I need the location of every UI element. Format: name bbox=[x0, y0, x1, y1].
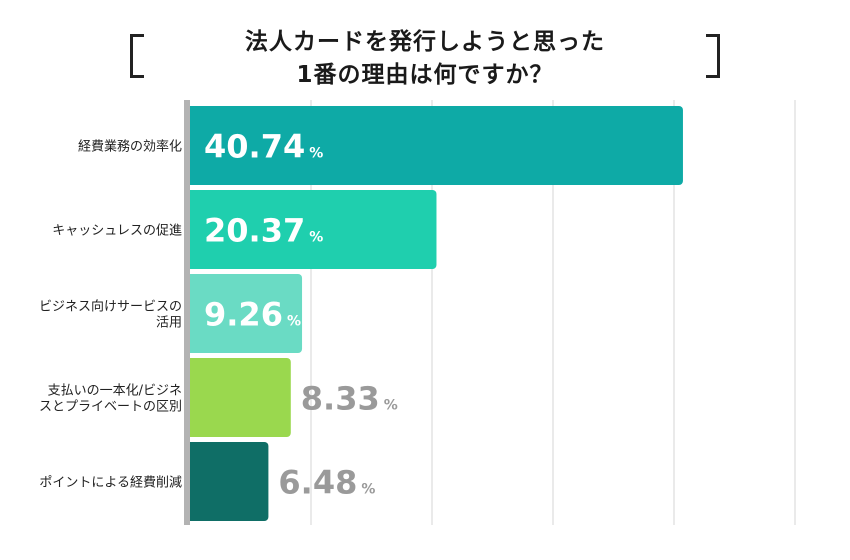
bar-edge-0 bbox=[190, 106, 196, 185]
bar-4 bbox=[190, 442, 269, 521]
category-label-3-0: 支払いの一本化/ビジネ bbox=[48, 384, 182, 399]
right-bracket-decoration bbox=[706, 34, 720, 78]
category-label-3-1: スとプライベートの区別 bbox=[39, 400, 182, 415]
bar-edge-4 bbox=[190, 442, 196, 521]
chart-title-line-2: 1番の理由は何ですか？ bbox=[296, 62, 554, 88]
category-label-2-0: ビジネス向けサービスの bbox=[39, 299, 182, 315]
value-unit-4: % bbox=[361, 482, 375, 498]
category-label-4-0: ポイントによる経費削減 bbox=[39, 475, 182, 491]
bar-edge-3 bbox=[190, 358, 196, 437]
bar-edge-1 bbox=[190, 190, 196, 269]
value-label-4: 6.48 bbox=[278, 464, 357, 502]
bar-0 bbox=[190, 106, 683, 185]
value-label-3: 8.33 bbox=[301, 380, 380, 418]
category-label-1-0: キャッシュレスの促進 bbox=[52, 224, 182, 239]
value-unit-1: % bbox=[309, 230, 323, 246]
value-label-0: 40.74 bbox=[204, 128, 305, 166]
bar-edge-2 bbox=[190, 274, 196, 353]
bar-2 bbox=[190, 274, 303, 353]
bar-1 bbox=[190, 190, 437, 269]
value-label-1: 20.37 bbox=[204, 212, 305, 250]
left-bracket-decoration bbox=[130, 34, 144, 78]
value-label-2: 9.26 bbox=[204, 296, 283, 334]
category-label-0-0: 経費業務の効率化 bbox=[78, 139, 182, 155]
chart-title-area: 法人カードを発行しようと思った 1番の理由は何ですか？ bbox=[0, 0, 850, 100]
category-label-2-1: 活用 bbox=[156, 316, 182, 331]
value-unit-3: % bbox=[384, 398, 398, 414]
y-axis-line bbox=[184, 100, 190, 525]
bar-3 bbox=[190, 358, 291, 437]
value-unit-0: % bbox=[309, 146, 323, 162]
chart-title-line-1: 法人カードを発行しようと思った bbox=[245, 29, 605, 55]
chart-title: 法人カードを発行しようと思った 1番の理由は何ですか？ bbox=[150, 26, 700, 92]
value-unit-2: % bbox=[287, 314, 301, 330]
